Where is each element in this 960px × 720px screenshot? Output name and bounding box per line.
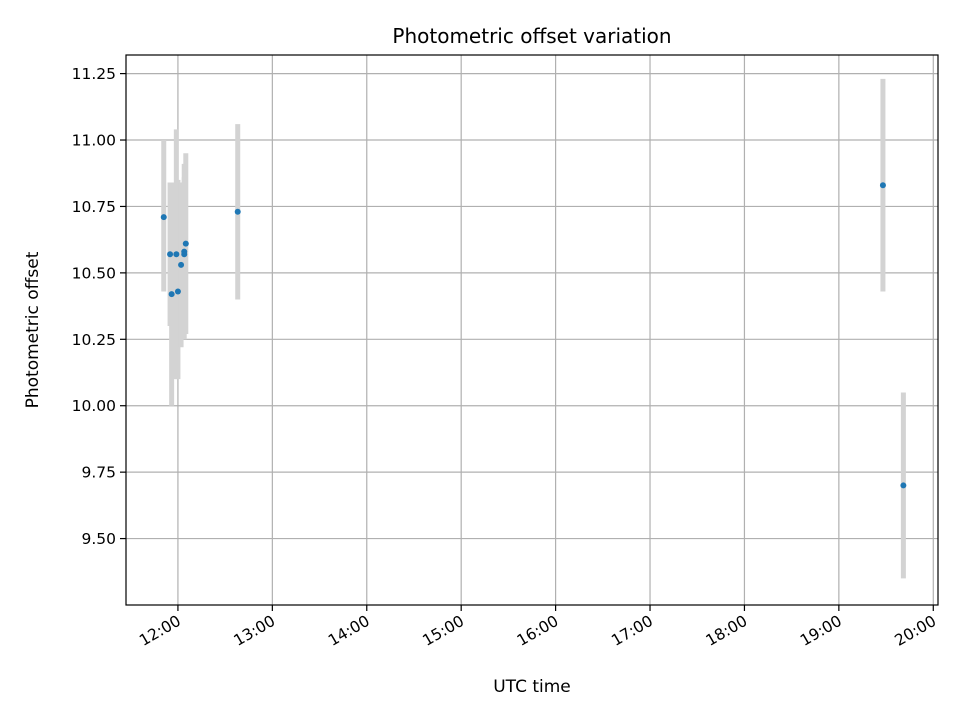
- data-point: [879, 182, 886, 189]
- y-tick-label: 11.00: [72, 132, 116, 150]
- data-point: [234, 208, 241, 215]
- data-point: [181, 251, 188, 258]
- y-tick-label: 10.50: [72, 264, 116, 282]
- y-tick-label: 11.25: [72, 65, 116, 83]
- y-tick-label: 9.50: [81, 530, 116, 548]
- y-axis: 9.50 9.75 10.00 10.25 10.50 10.75 11.00 11.25: [72, 65, 126, 548]
- chart-title: Photometric offset variation: [392, 24, 671, 48]
- data-point: [173, 251, 180, 258]
- data-point: [168, 291, 175, 298]
- data-points: [160, 182, 907, 489]
- data-point: [900, 482, 907, 489]
- y-tick-label: 10.00: [72, 397, 116, 415]
- data-point: [167, 251, 174, 258]
- grid: [126, 55, 938, 605]
- plot-frame: [125, 54, 939, 606]
- y-tick-label: 9.75: [81, 464, 116, 482]
- x-axis-label: UTC time: [493, 677, 571, 697]
- data-point: [174, 288, 181, 295]
- y-tick-label: 10.25: [72, 331, 116, 349]
- data-point: [182, 240, 189, 247]
- data-point: [160, 214, 167, 221]
- data-point: [178, 261, 185, 268]
- y-axis-label: Photometric offset: [23, 251, 43, 408]
- y-tick-label: 10.75: [72, 198, 116, 216]
